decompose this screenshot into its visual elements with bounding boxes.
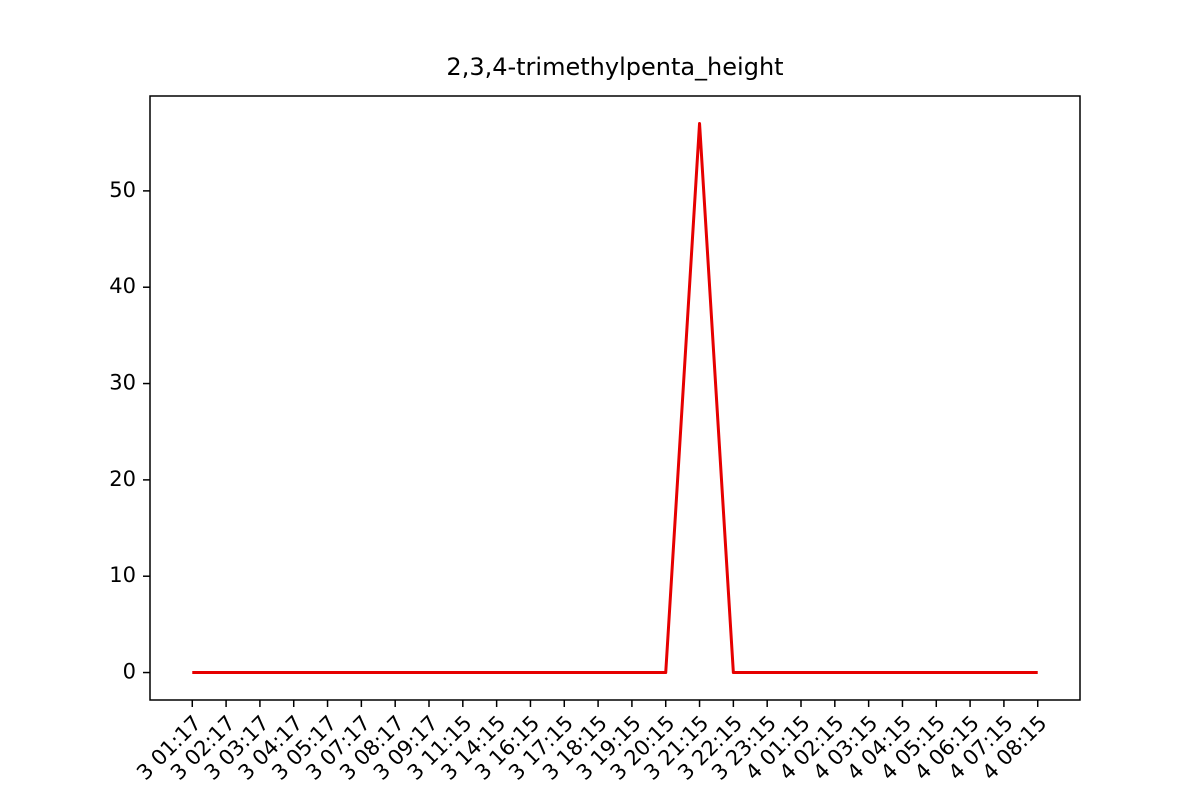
axes-frame <box>149 95 1081 701</box>
line <box>192 121 1038 675</box>
y-tick-label: 40 <box>109 274 136 298</box>
y-tick-label: 20 <box>109 467 136 491</box>
y-tick-label: 10 <box>109 563 136 587</box>
chart-title: 2,3,4-trimethylpenta_height <box>446 53 783 81</box>
y-tick-label: 0 <box>123 660 136 684</box>
y-tick-label: 50 <box>109 178 136 202</box>
y-tick-label: 30 <box>109 371 136 395</box>
